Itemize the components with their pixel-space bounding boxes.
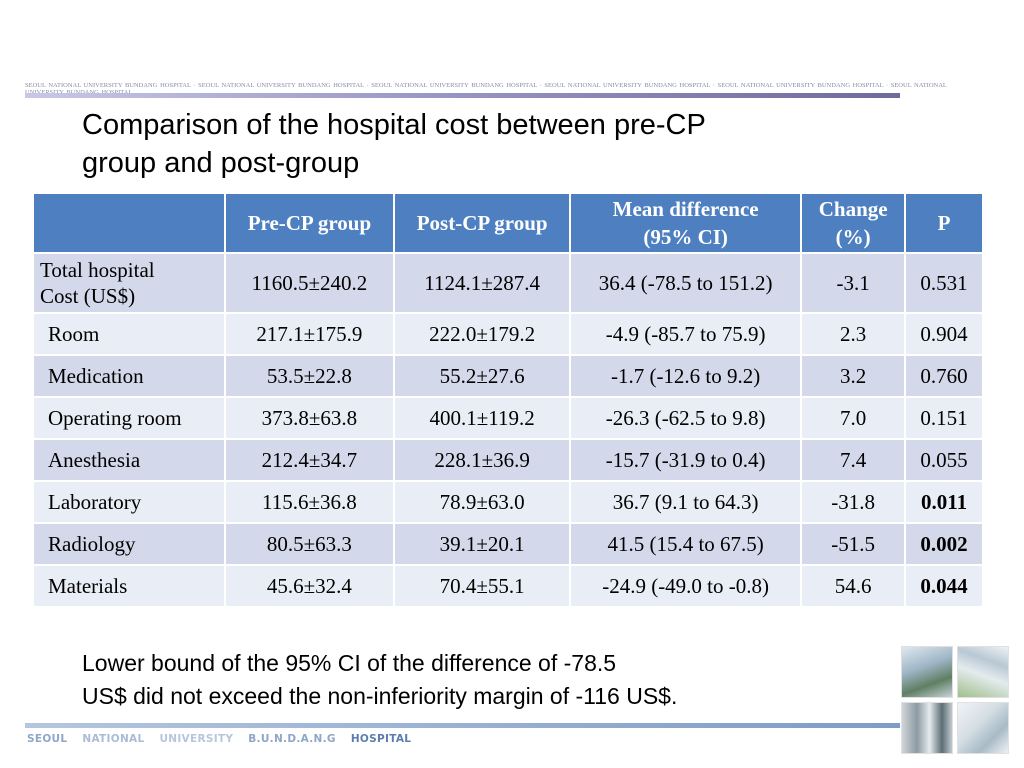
- cell-pre: 217.1±175.9: [223, 312, 396, 356]
- hospital-cost-table: Pre-CP group Post-CP group Mean differen…: [32, 192, 984, 608]
- header-change-line-1: Change: [818, 197, 888, 221]
- footer-word-bundang: B.U.N.D.A.N.G: [248, 733, 336, 745]
- table-row: Anesthesia 212.4±34.7 228.1±36.9 -15.7 (…: [32, 438, 984, 482]
- row-label-line-2: Cost (US$): [40, 284, 136, 308]
- table-row: Total hospital Cost (US$) 1160.5±240.2 11…: [32, 252, 984, 314]
- header-change: Change (%): [800, 192, 907, 254]
- header-change-line-2: (%): [835, 225, 871, 249]
- footer-word-hospital: HOSPITAL: [350, 733, 412, 745]
- header-band: SEOUL NATIONAL UNIVERSITY BUNDANG HOSPIT…: [25, 82, 968, 102]
- row-label: Materials: [32, 564, 226, 608]
- row-label: Laboratory: [32, 480, 226, 524]
- cell-change: 3.2: [800, 354, 907, 398]
- cell-p: 0.055: [904, 438, 984, 482]
- cell-diff: -26.3 (-62.5 to 9.8): [568, 396, 803, 440]
- cell-pre: 1160.5±240.2: [223, 252, 396, 314]
- row-label: Room: [32, 312, 226, 356]
- header-post-cp: Post-CP group: [393, 192, 571, 254]
- footer-word-national: NATIONAL: [82, 733, 145, 745]
- footer-word-seoul: SEOUL: [27, 733, 68, 745]
- table-header-row: Pre-CP group Post-CP group Mean differen…: [32, 192, 984, 254]
- row-label: Anesthesia: [32, 438, 226, 482]
- cell-change: 2.3: [800, 312, 907, 356]
- hospital-campus-photo-icon: [957, 646, 1009, 698]
- slide-title-line-1: Comparison of the hospital cost between …: [82, 109, 706, 141]
- cell-change: 7.0: [800, 396, 907, 440]
- footer-bar: [25, 723, 900, 728]
- cell-post: 55.2±27.6: [393, 354, 571, 398]
- cell-pre: 115.6±36.8: [223, 480, 396, 524]
- row-label: Operating room: [32, 396, 226, 440]
- table-row: Radiology 80.5±63.3 39.1±20.1 41.5 (15.4…: [32, 522, 984, 566]
- header-bar: [25, 93, 900, 98]
- hospital-interior-photo-icon: [901, 702, 953, 754]
- cell-post: 70.4±55.1: [393, 564, 571, 608]
- cell-pre: 53.5±22.8: [223, 354, 396, 398]
- table-row: Materials 45.6±32.4 70.4±55.1 -24.9 (-49…: [32, 564, 984, 608]
- header-mean-difference-line-1: Mean difference: [612, 197, 759, 221]
- conclusion-note-line-2: US$ did not exceed the non-inferiority m…: [82, 683, 678, 709]
- cell-diff: -15.7 (-31.9 to 0.4): [568, 438, 803, 482]
- cell-change: 7.4: [800, 438, 907, 482]
- cell-pre: 45.6±32.4: [223, 564, 396, 608]
- header-mean-difference-line-2: (95% CI): [643, 225, 728, 249]
- cell-change: 54.6: [800, 564, 907, 608]
- cell-p-significant: 0.011: [904, 480, 984, 524]
- table-row: Medication 53.5±22.8 55.2±27.6 -1.7 (-12…: [32, 354, 984, 398]
- cell-p-significant: 0.002: [904, 522, 984, 566]
- cell-change: -31.8: [800, 480, 907, 524]
- header-band-text: SEOUL NATIONAL UNIVERSITY BUNDANG HOSPIT…: [25, 82, 947, 96]
- cell-post: 222.0±179.2: [393, 312, 571, 356]
- header-blank: [32, 192, 226, 254]
- cell-post: 1124.1±287.4: [393, 252, 571, 314]
- cell-diff: 41.5 (15.4 to 67.5): [568, 522, 803, 566]
- cell-pre: 80.5±63.3: [223, 522, 396, 566]
- cell-change: -3.1: [800, 252, 907, 314]
- header-mean-difference: Mean difference (95% CI): [568, 192, 803, 254]
- row-label-line-1: Total hospital: [40, 258, 155, 282]
- cell-change: -51.5: [800, 522, 907, 566]
- conclusion-note: Lower bound of the 95% CI of the differe…: [82, 647, 882, 713]
- conclusion-note-line-1: Lower bound of the 95% CI of the differe…: [82, 650, 617, 676]
- cell-p: 0.904: [904, 312, 984, 356]
- hospital-building-photo-icon: [901, 646, 953, 698]
- cell-p-significant: 0.044: [904, 564, 984, 608]
- table-row: Operating room 373.8±63.8 400.1±119.2 -2…: [32, 396, 984, 440]
- slide-title: Comparison of the hospital cost between …: [82, 106, 842, 182]
- table-row: Laboratory 115.6±36.8 78.9±63.0 36.7 (9.…: [32, 480, 984, 524]
- cell-post: 39.1±20.1: [393, 522, 571, 566]
- cell-pre: 373.8±63.8: [223, 396, 396, 440]
- cell-p: 0.760: [904, 354, 984, 398]
- slide-title-line-2: group and post-group: [82, 147, 360, 179]
- cell-diff: 36.7 (9.1 to 64.3): [568, 480, 803, 524]
- table-row: Room 217.1±175.9 222.0±179.2 -4.9 (-85.7…: [32, 312, 984, 356]
- footer-word-university: UNIVERSITY: [159, 733, 234, 745]
- cell-diff: -4.9 (-85.7 to 75.9): [568, 312, 803, 356]
- cell-post: 400.1±119.2: [393, 396, 571, 440]
- row-label: Radiology: [32, 522, 226, 566]
- cell-p: 0.151: [904, 396, 984, 440]
- cell-diff: 36.4 (-78.5 to 151.2): [568, 252, 803, 314]
- header-pre-cp: Pre-CP group: [223, 192, 396, 254]
- row-label: Total hospital Cost (US$): [32, 252, 226, 314]
- cell-diff: -24.9 (-49.0 to -0.8): [568, 564, 803, 608]
- cell-pre: 212.4±34.7: [223, 438, 396, 482]
- cell-diff: -1.7 (-12.6 to 9.2): [568, 354, 803, 398]
- cell-post: 228.1±36.9: [393, 438, 571, 482]
- cell-post: 78.9±63.0: [393, 480, 571, 524]
- hospital-photo-collage: [895, 638, 1015, 758]
- row-label: Medication: [32, 354, 226, 398]
- footer-logo-text: SEOUL NATIONAL UNIVERSITY B.U.N.D.A.N.G …: [27, 733, 422, 745]
- hospital-atrium-photo-icon: [957, 702, 1009, 754]
- cell-p: 0.531: [904, 252, 984, 314]
- header-p: P: [904, 192, 984, 254]
